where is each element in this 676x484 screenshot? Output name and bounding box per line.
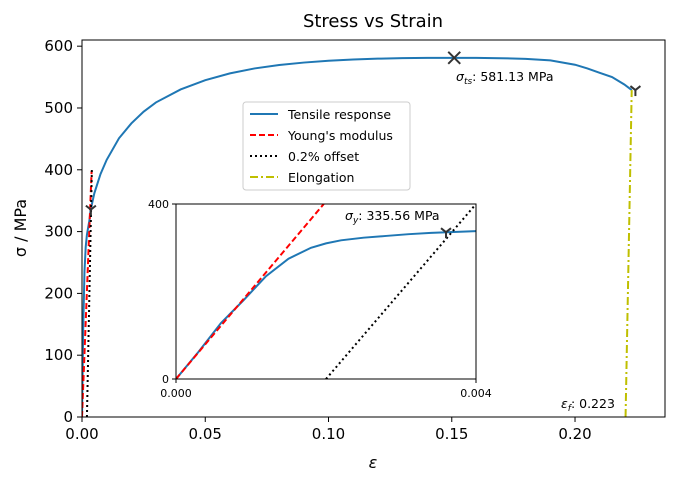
x-tick-label: 0.00	[65, 425, 98, 443]
legend-label-offset: 0.2% offset	[288, 149, 359, 164]
x-tick-label: 0.20	[558, 425, 591, 443]
series-line-elongation	[624, 90, 633, 417]
series-line-young-s-modulus	[82, 170, 93, 417]
inset-background	[176, 204, 476, 379]
y-tick-label: 600	[44, 37, 73, 55]
x-tick-label: 0.05	[189, 425, 222, 443]
x-tick-label: 0.10	[312, 425, 345, 443]
legend-label-tensile: Tensile response	[287, 107, 391, 122]
inset-series-line-1	[176, 204, 325, 379]
y-tick-label: 500	[44, 99, 73, 117]
plot-area-frame	[81, 39, 666, 418]
x-tick-label: 0.15	[435, 425, 468, 443]
y-tick-label: 200	[44, 284, 73, 302]
inset-frame	[175, 203, 477, 380]
chart-title: Stress vs Strain	[303, 11, 443, 32]
yield-annotation: σy: 335.56 MPa	[345, 208, 440, 226]
inset-y-tick-label: 400	[148, 198, 169, 211]
y-tick-label: 100	[44, 346, 73, 364]
y-tick-label: 300	[44, 223, 73, 241]
inset-y-tick-label: 0	[162, 373, 169, 386]
inset-yield-marker	[440, 227, 452, 239]
legend: Tensile response Young's modulus 0.2% of…	[242, 101, 411, 191]
inset-series-line-2	[325, 204, 476, 379]
marker-ts	[447, 51, 461, 65]
legend-frame	[242, 101, 411, 191]
legend-label-elongation: Elongation	[288, 170, 354, 185]
inset-chart: 0.000 0.004 0 400 σy: 335.56 MPa	[148, 198, 492, 400]
fracture-annotation: εf: 0.223	[561, 396, 615, 414]
uts-annotation: σts: 581.13 MPa	[456, 69, 553, 87]
marker-f	[629, 85, 642, 97]
marker-y	[85, 204, 97, 216]
inset-x-tick-label: 0.004	[460, 387, 492, 400]
x-axis-label: ε	[369, 453, 378, 472]
y-axis-label: σ / MPa	[11, 199, 30, 257]
y-tick-label: 0	[63, 408, 73, 426]
legend-label-youngs: Young's modulus	[287, 128, 393, 143]
inset-x-tick-label: 0.000	[160, 387, 192, 400]
y-tick-label: 400	[44, 161, 73, 179]
